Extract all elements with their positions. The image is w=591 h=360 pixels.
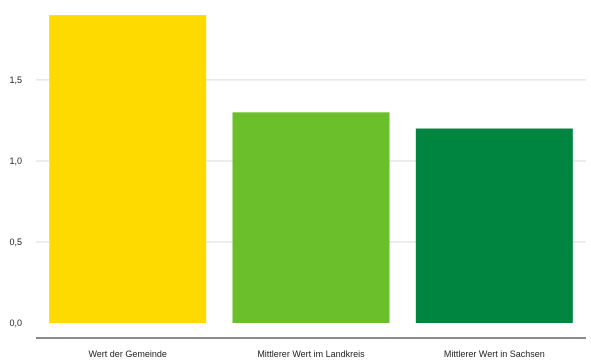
y-tick-label: 0,0 xyxy=(9,318,22,328)
y-tick-label: 0,5 xyxy=(9,237,22,247)
bar xyxy=(49,15,207,323)
bar xyxy=(415,128,573,323)
x-category-label: Mittlerer Wert im Landkreis xyxy=(257,349,365,359)
x-category-label: Mittlerer Wert in Sachsen xyxy=(444,349,545,359)
bars xyxy=(49,15,573,323)
bar xyxy=(232,112,390,323)
x-axis-labels: Wert der Gemeinde Mittlerer Wert im Landk… xyxy=(88,349,544,359)
y-tick-label: 1,5 xyxy=(9,75,22,85)
y-axis-ticks: 0,0 0,5 1,0 1,5 xyxy=(9,75,22,328)
y-tick-label: 1,0 xyxy=(9,156,22,166)
x-category-label: Wert der Gemeinde xyxy=(88,349,166,359)
